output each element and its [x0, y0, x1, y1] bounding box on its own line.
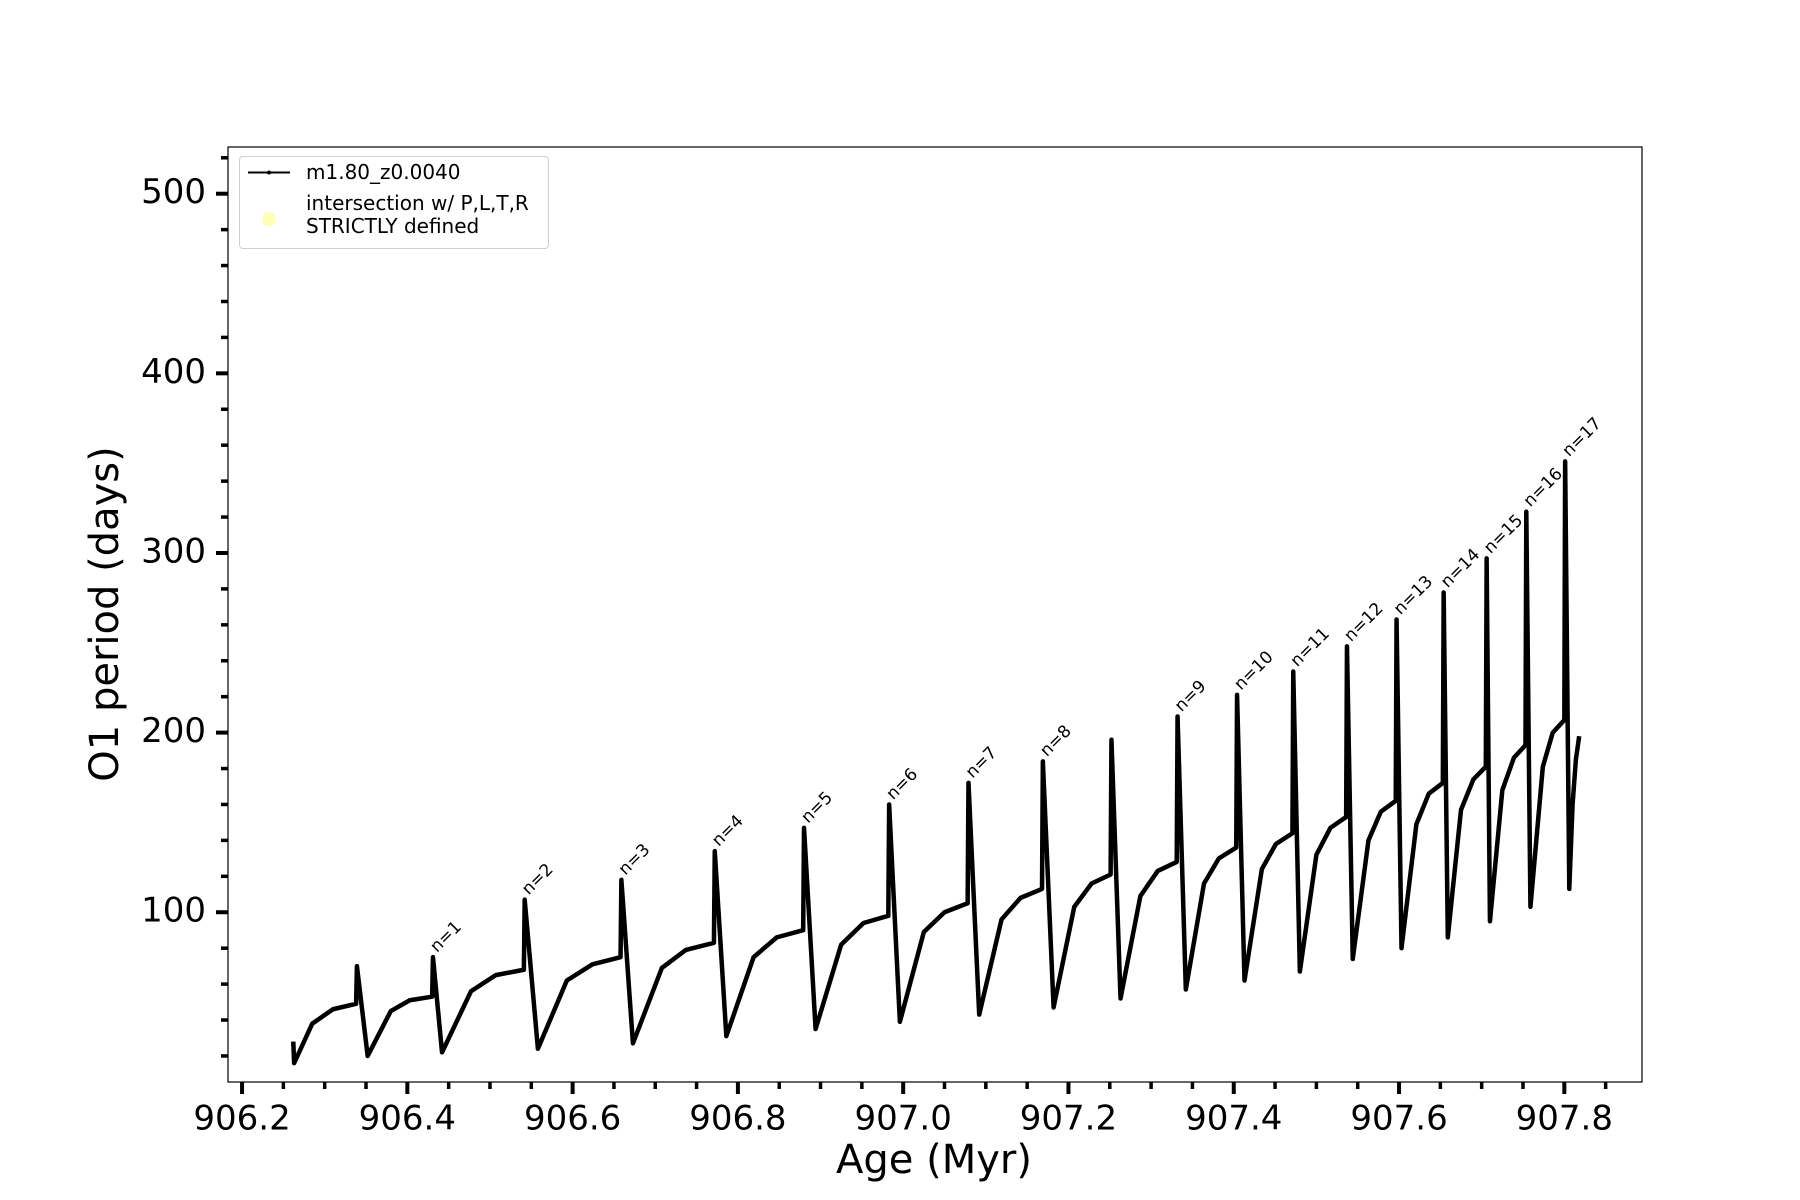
plot-frame	[227, 146, 1643, 1083]
y-tick-label: 100	[141, 891, 206, 931]
y-tick-label: 200	[141, 711, 206, 751]
legend-keys	[248, 170, 290, 226]
annotation: n=1	[426, 917, 465, 956]
annotation: n=17	[1559, 414, 1606, 461]
annotation: n=6	[883, 765, 922, 804]
x-tick-label: 906.4	[359, 1099, 456, 1139]
x-tick-label: 907.0	[855, 1099, 952, 1139]
x-tick-label: 906.2	[193, 1099, 290, 1139]
annotation: n=5	[797, 788, 836, 827]
annotation: n=16	[1520, 464, 1567, 511]
legend: m1.80_z0.0040 intersection w/ P,L,T,R STR…	[239, 156, 549, 249]
legend-marker	[262, 212, 276, 226]
annotation: n=10	[1230, 647, 1277, 694]
y-tick-label: 400	[141, 352, 206, 392]
x-axis-label: Age (Myr)	[836, 1137, 1032, 1183]
legend-marker	[267, 170, 271, 175]
annotation: n=3	[615, 840, 654, 879]
x-tick-label: 907.2	[1020, 1099, 1117, 1139]
annotation: n=13	[1390, 572, 1437, 619]
legend-label: m1.80_z0.0040	[306, 160, 461, 184]
annotation: n=7	[962, 743, 1001, 782]
annotation: n=12	[1340, 599, 1387, 646]
annotation: n=2	[518, 860, 557, 899]
series-line	[291, 459, 1582, 1066]
x-tick-label: 906.6	[524, 1099, 621, 1139]
x-tick-label: 907.8	[1516, 1099, 1613, 1139]
y-tick-label: 500	[141, 172, 206, 212]
y-axis-label: O1 period (days)	[82, 446, 128, 781]
legend-label: intersection w/ P,L,T,R STRICTLY defined	[306, 191, 529, 238]
annotation: n=15	[1480, 511, 1527, 558]
x-tick-label: 907.6	[1350, 1099, 1447, 1139]
annotation: n=11	[1287, 624, 1334, 671]
y-tick-label: 300	[141, 531, 206, 571]
annotation: n=4	[708, 811, 747, 850]
x-tick-label: 907.4	[1185, 1099, 1282, 1139]
annotation: n=9	[1171, 676, 1210, 715]
annotation: n=8	[1036, 721, 1075, 760]
x-tick-label: 906.8	[689, 1099, 786, 1139]
annotation: n=14	[1437, 545, 1484, 592]
